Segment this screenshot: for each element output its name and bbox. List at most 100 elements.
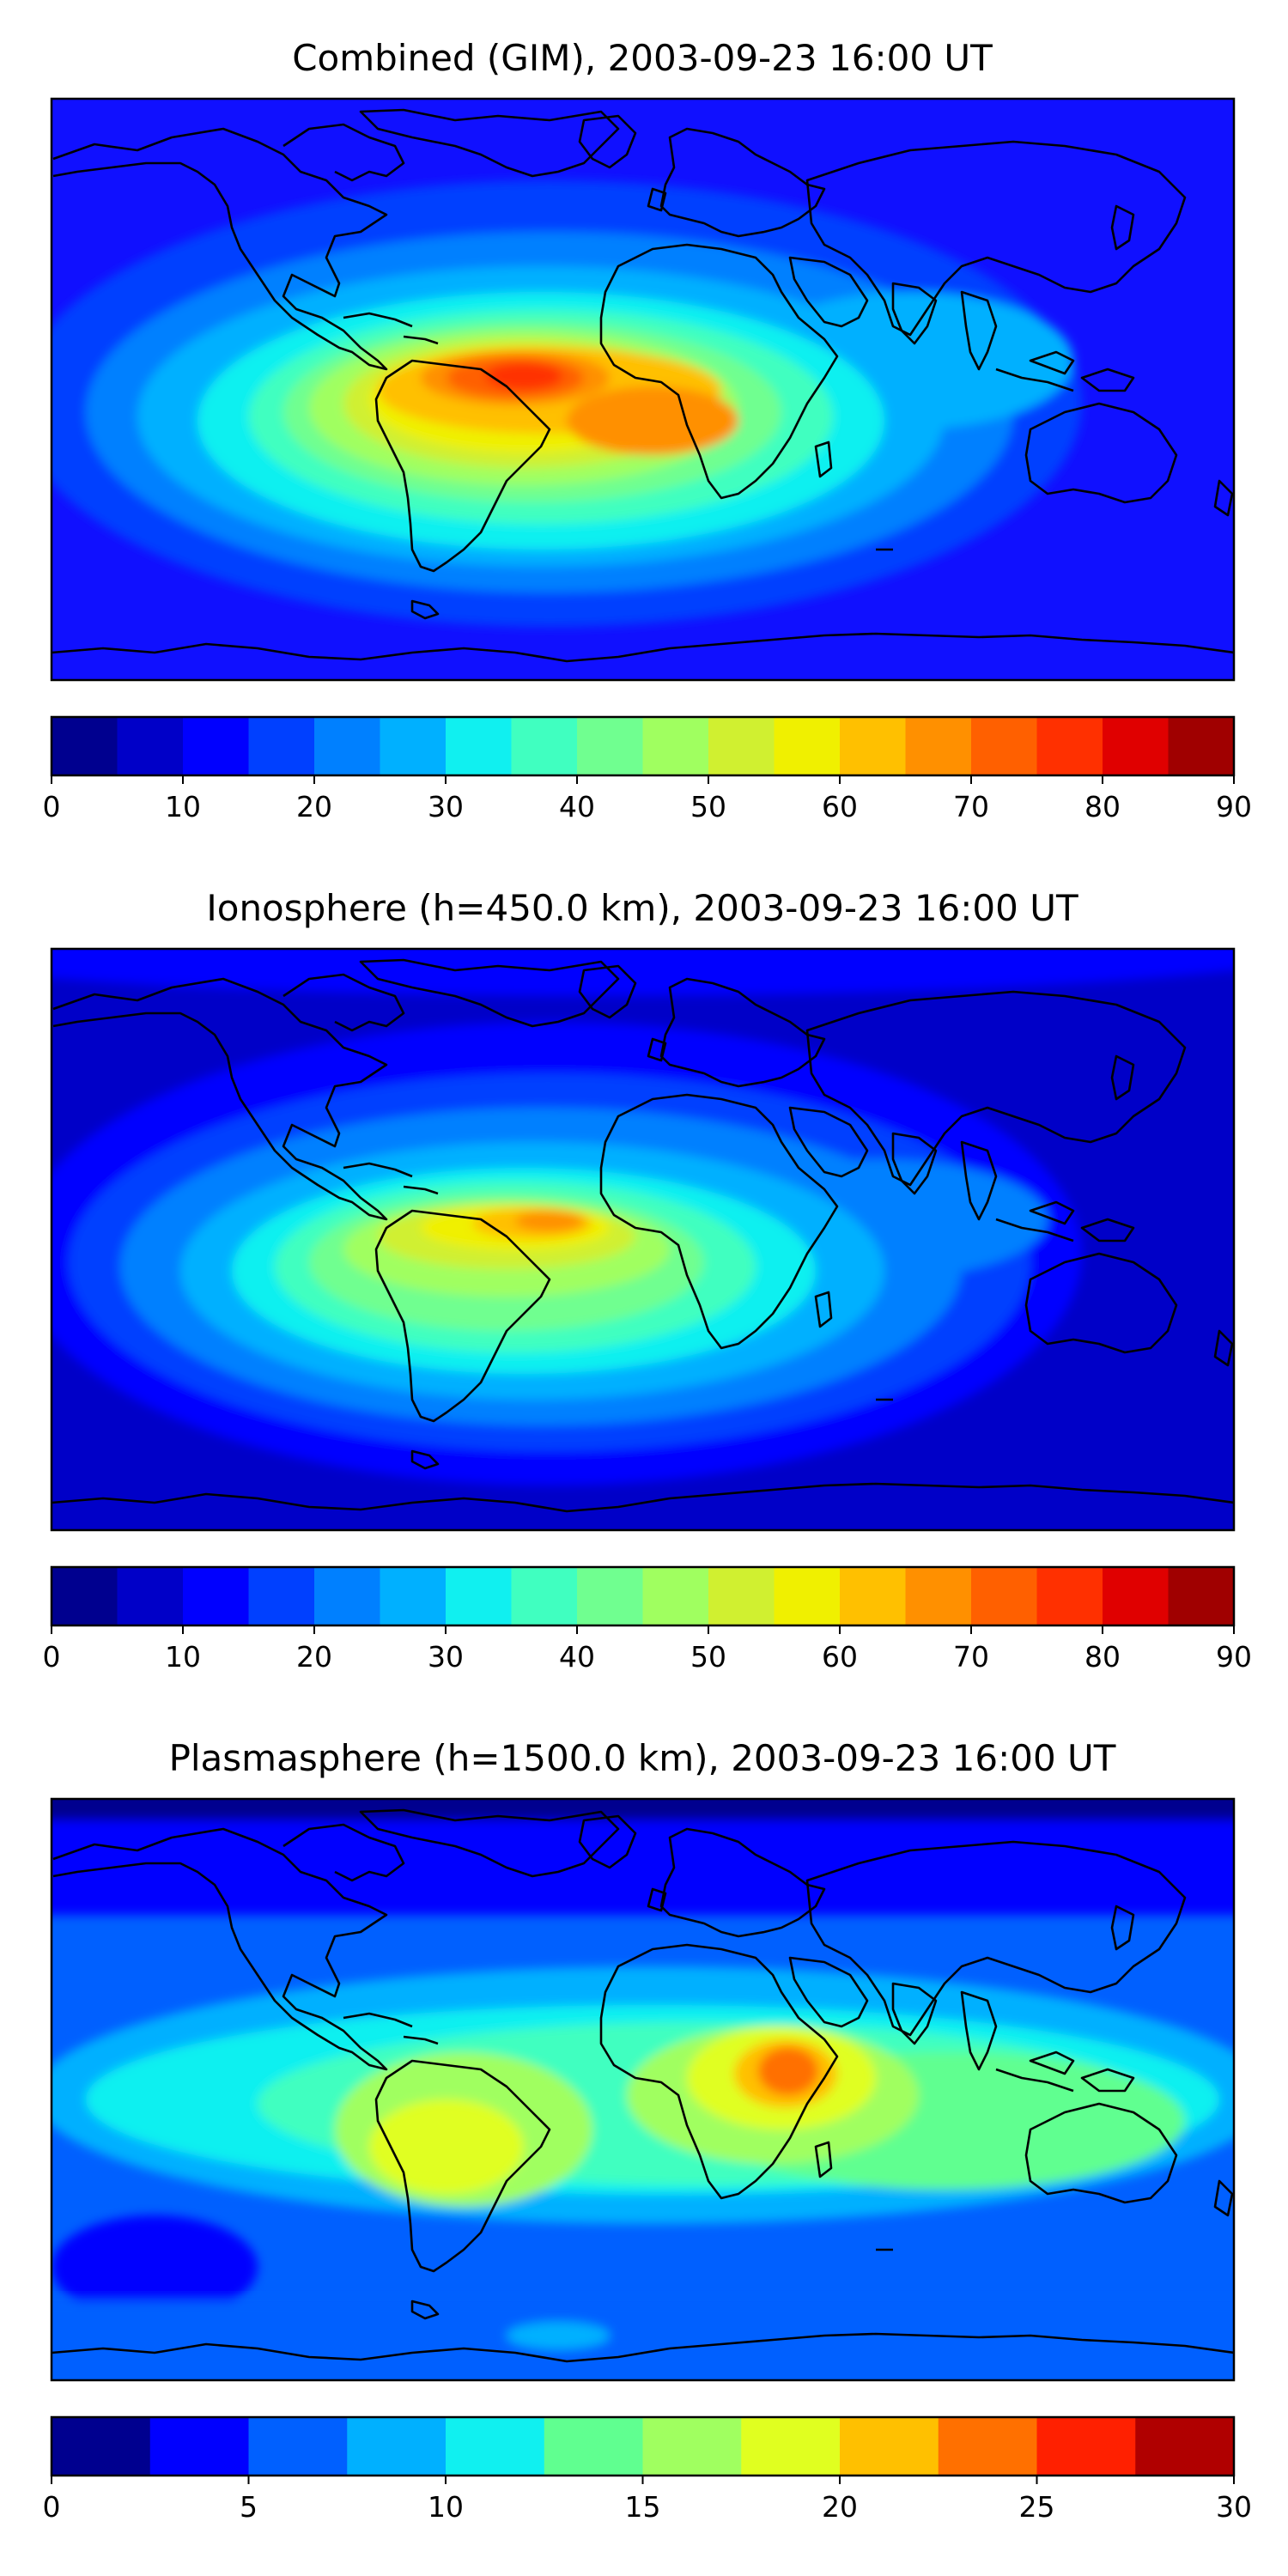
colorbar-tick-label: 0 xyxy=(43,790,61,823)
colorbar-tick-label: 40 xyxy=(559,790,595,823)
colorbar-swatch xyxy=(117,1567,184,1625)
map-frame xyxy=(50,1797,1236,2382)
colorbar-swatch xyxy=(446,2417,545,2476)
panel-plasmasphere: Plasmasphere (h=1500.0 km), 2003-09-23 1… xyxy=(43,1737,1253,2524)
colorbar-swatch xyxy=(314,717,381,775)
map-field xyxy=(52,949,1234,1530)
colorbar-swatch xyxy=(1036,2417,1136,2476)
colorbar-swatch xyxy=(52,717,118,775)
colorbar-swatch xyxy=(905,1567,972,1625)
colorbar-swatch xyxy=(774,1567,841,1625)
panel-combined: Combined (GIM), 2003-09-23 16:00 UT xyxy=(43,37,1253,823)
colorbar-swatch xyxy=(840,717,907,775)
map-field xyxy=(52,99,1234,680)
colorbar: 0 10 20 30 40 50 60 70 80 90 xyxy=(43,1565,1252,1674)
colorbar-swatch xyxy=(446,717,513,775)
colorbar-tick-label: 15 xyxy=(625,2490,661,2524)
colorbar-swatch xyxy=(446,1567,513,1625)
map-field xyxy=(52,1799,1234,2380)
colorbar-swatch xyxy=(248,1567,315,1625)
colorbar-swatch xyxy=(642,717,709,775)
colorbar-swatch xyxy=(183,717,250,775)
colorbar-swatch xyxy=(1135,2417,1235,2476)
colorbar-tick-label: 5 xyxy=(240,2490,258,2524)
colorbar-tick-label: 0 xyxy=(43,2490,61,2524)
colorbar-tick-label: 20 xyxy=(296,790,332,823)
colorbar-swatch xyxy=(183,1567,250,1625)
colorbar-swatch xyxy=(248,2417,348,2476)
colorbar-swatch xyxy=(1168,1567,1235,1625)
colorbar-swatch xyxy=(1103,1567,1170,1625)
contour-blobs xyxy=(52,180,1082,627)
colorbar-tick-label: 40 xyxy=(559,1640,595,1674)
colorbar-swatch xyxy=(1103,717,1170,775)
colorbar: 0 10 20 30 40 50 60 70 80 90 xyxy=(43,715,1252,823)
colorbar-tick-label: 60 xyxy=(822,790,858,823)
colorbar-tick-label: 70 xyxy=(953,790,989,823)
colorbar-tick-label: 90 xyxy=(1216,790,1252,823)
colorbar-tick-label: 0 xyxy=(43,1640,61,1674)
colorbar-tick-label: 20 xyxy=(296,1640,332,1674)
map-frame xyxy=(50,947,1236,1532)
colorbar-swatch xyxy=(741,2417,841,2476)
contour-sa-17-5 xyxy=(369,2099,524,2194)
map-frame xyxy=(50,97,1236,682)
colorbar-tick-label: 30 xyxy=(1216,2490,1252,2524)
colorbar-swatch xyxy=(708,717,775,775)
colorbar-swatch xyxy=(511,1567,578,1625)
colorbar-swatch xyxy=(708,1567,775,1625)
colorbar-tick-label: 70 xyxy=(953,1640,989,1674)
colorbar-swatch xyxy=(971,717,1038,775)
colorbar-tick-label: 50 xyxy=(690,790,726,823)
colorbar-swatch xyxy=(52,1567,118,1625)
colorbar-swatch xyxy=(52,2417,151,2476)
colorbar-tick-label: 60 xyxy=(822,1640,858,1674)
contour-south-band xyxy=(52,2301,1234,2380)
contour-blobs xyxy=(52,949,1234,1485)
colorbar-tick-label: 10 xyxy=(165,790,201,823)
contour-level-22-5 xyxy=(758,2047,818,2095)
colorbar-frame xyxy=(50,715,1236,777)
colorbar-swatch xyxy=(248,717,315,775)
panel-title: Plasmasphere (h=1500.0 km), 2003-09-23 1… xyxy=(169,1737,1116,1779)
panel-title: Ionosphere (h=450.0 km), 2003-09-23 16:0… xyxy=(206,887,1078,929)
colorbar-swatch xyxy=(577,1567,644,1625)
colorbar-swatch xyxy=(840,2417,939,2476)
colorbar-tick-label: 25 xyxy=(1019,2490,1055,2524)
colorbar-swatch xyxy=(905,717,972,775)
colorbar-swatch xyxy=(577,717,644,775)
colorbar-tick-label: 90 xyxy=(1216,1640,1252,1674)
colorbar-swatch xyxy=(1036,717,1103,775)
colorbar-swatch xyxy=(117,717,184,775)
colorbar-tick-label: 10 xyxy=(165,1640,201,1674)
colorbar-swatch xyxy=(511,717,578,775)
contour-level-80 xyxy=(485,362,562,390)
colorbar-swatch xyxy=(380,717,447,775)
colorbar-swatch xyxy=(149,2417,250,2476)
colorbar-swatch xyxy=(314,1567,381,1625)
colorbar-swatch xyxy=(544,2417,644,2476)
contour-level-70-africa xyxy=(567,386,738,455)
panel-ionosphere: Ionosphere (h=450.0 km), 2003-09-23 16:0… xyxy=(43,887,1253,1674)
contour-blobs xyxy=(52,1799,1234,2380)
colorbar-tick-label: 30 xyxy=(428,790,464,823)
colorbar-swatch xyxy=(774,717,841,775)
colorbar-frame xyxy=(50,1565,1236,1627)
contour-south-pacific-5 xyxy=(52,2215,258,2318)
colorbar-swatch xyxy=(971,1567,1038,1625)
colorbar: 0 5 10 15 20 25 30 xyxy=(43,2415,1252,2524)
contour-north-10 xyxy=(52,949,1234,996)
colorbar-tick-label: 80 xyxy=(1084,1640,1121,1674)
colorbar-swatch xyxy=(347,2417,447,2476)
colorbar-swatch xyxy=(938,2417,1038,2476)
colorbar-swatch xyxy=(642,1567,709,1625)
colorbar-tick-label: 30 xyxy=(428,1640,464,1674)
colorbar-tick-label: 20 xyxy=(822,2490,858,2524)
colorbar-tick-label: 80 xyxy=(1084,790,1121,823)
colorbar-swatch xyxy=(642,2417,742,2476)
colorbar-swatch xyxy=(1036,1567,1103,1625)
colorbar-swatch xyxy=(840,1567,907,1625)
contour-level-65 xyxy=(515,1211,584,1231)
contour-north-2-5 xyxy=(52,1799,1234,1820)
